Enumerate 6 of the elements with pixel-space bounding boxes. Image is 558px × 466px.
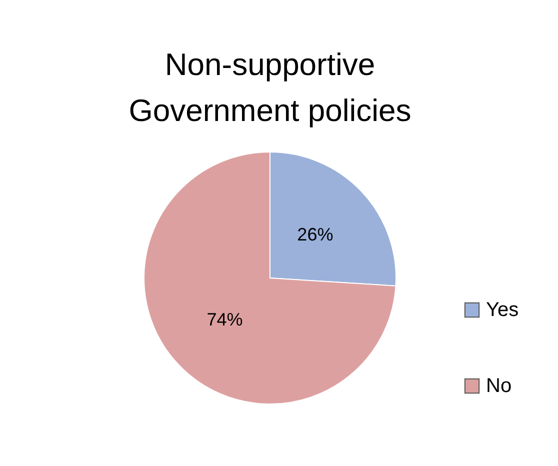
legend-label: Yes bbox=[486, 299, 519, 321]
chart-title: Non-supportive Government policies bbox=[128, 47, 412, 128]
legend-label: No bbox=[486, 375, 512, 397]
data-label: 26% bbox=[297, 224, 334, 245]
pie-slice bbox=[144, 152, 396, 404]
data-label: 74% bbox=[206, 309, 243, 330]
